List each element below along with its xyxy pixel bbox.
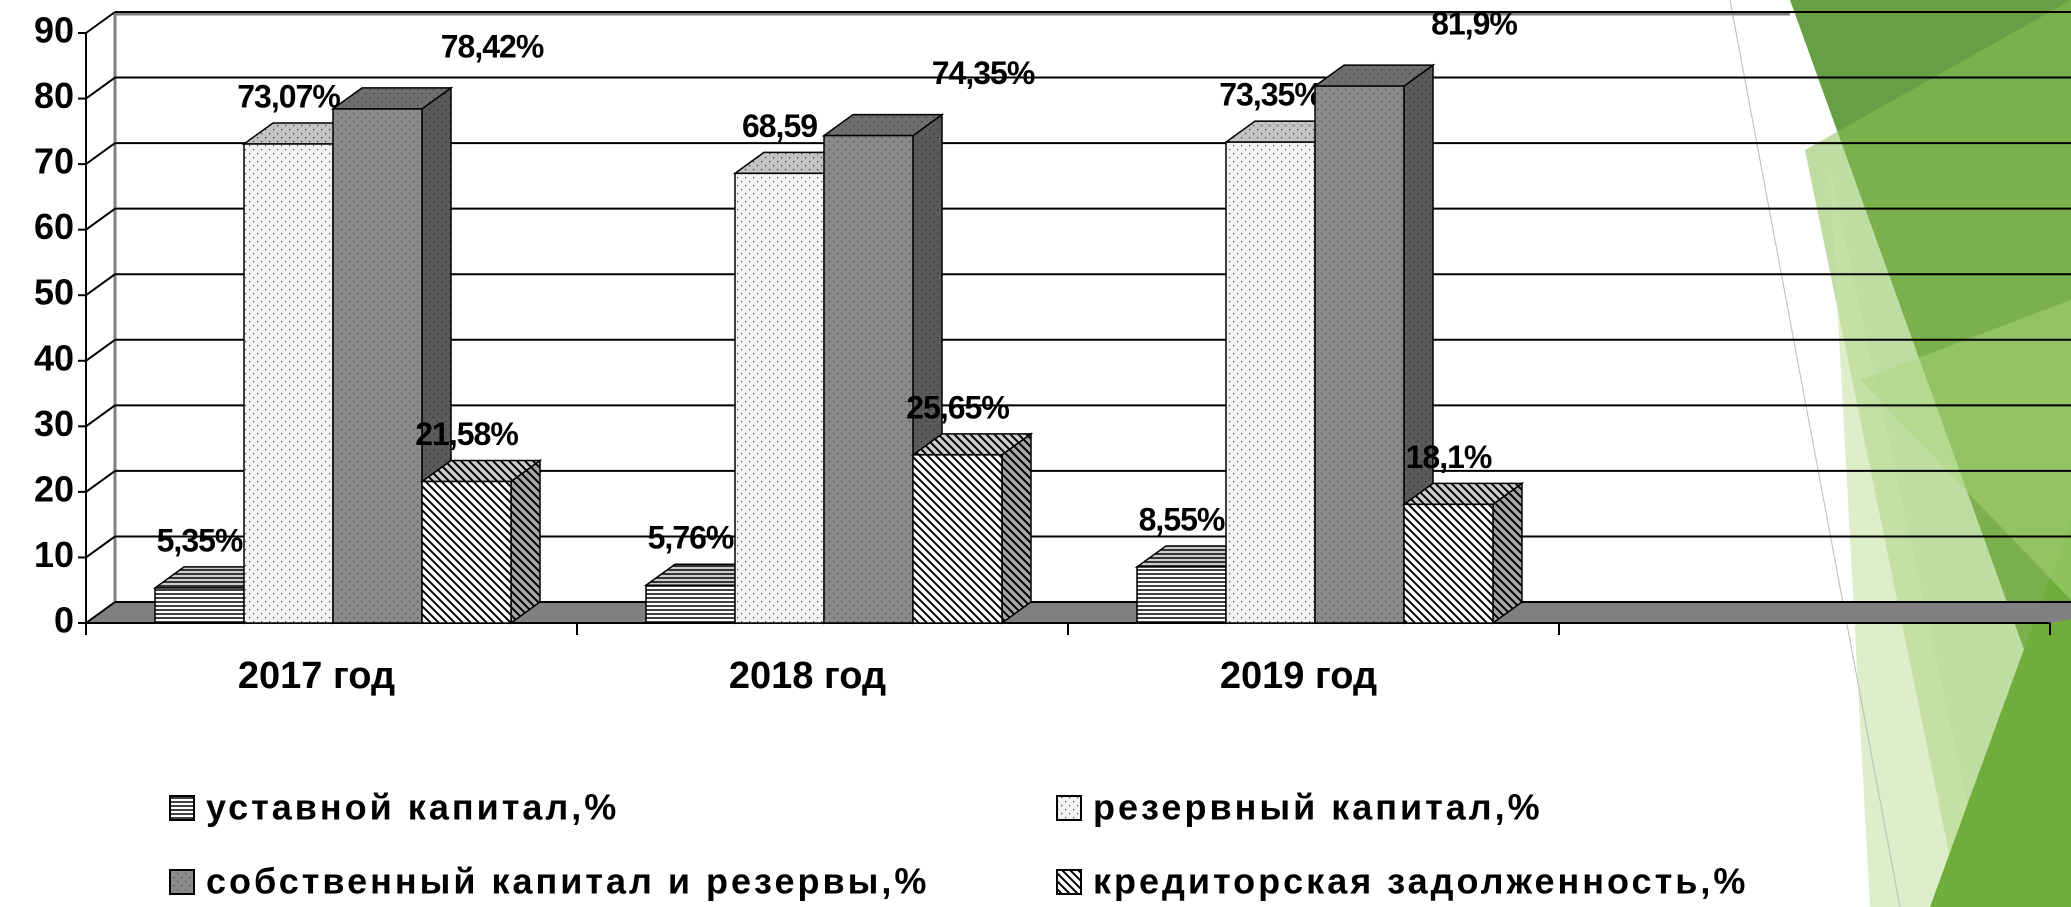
grid-line-depth	[86, 340, 115, 361]
bar	[1404, 504, 1493, 623]
value-label: 78,42%	[441, 28, 544, 64]
bar	[422, 482, 511, 623]
y-tick-label: 50	[34, 272, 74, 313]
value-label: 81,9%	[1431, 6, 1517, 42]
y-tick-label: 30	[34, 403, 74, 444]
value-label: 74,35%	[932, 55, 1035, 91]
value-label: 5,35%	[157, 522, 243, 558]
y-tick-label: 70	[34, 141, 74, 182]
bar	[824, 136, 913, 623]
grid-line-depth	[86, 12, 115, 33]
x-tick-label: 2018 год	[729, 655, 886, 697]
bar	[913, 455, 1002, 623]
grid-line-depth	[86, 405, 115, 426]
grid-line-depth	[86, 78, 115, 99]
value-label: 21,58%	[415, 416, 518, 452]
grid-line-depth	[86, 143, 115, 164]
value-label: 18,1%	[1406, 439, 1492, 475]
y-tick-label: 40	[34, 337, 74, 378]
legend-swatch	[1057, 796, 1081, 820]
value-label: 8,55%	[1139, 501, 1225, 537]
bar	[333, 109, 422, 623]
legend-label: резервный капитал,%	[1093, 787, 1543, 828]
bar	[1226, 142, 1315, 623]
bar	[735, 173, 824, 623]
y-tick-label: 60	[34, 206, 74, 247]
bar	[244, 144, 333, 623]
bar	[1137, 567, 1226, 623]
grid-line-depth	[86, 536, 115, 557]
x-tick-label: 2019 год	[1220, 655, 1377, 697]
value-label: 68,59	[742, 108, 817, 144]
value-label: 25,65%	[906, 389, 1009, 425]
y-tick-label: 80	[34, 75, 74, 116]
grid-line-depth	[86, 209, 115, 230]
bar	[155, 588, 244, 623]
bar-group	[422, 461, 540, 623]
bar-side-shade	[1493, 483, 1522, 623]
legend-swatch	[1057, 870, 1081, 894]
decoration	[1730, 0, 2071, 907]
y-tick-label: 10	[34, 534, 74, 575]
legend-label: собственный капитал и резервы,%	[206, 861, 929, 902]
legend-swatch	[170, 796, 194, 820]
y-tick-label: 90	[34, 10, 74, 51]
legend-label: кредиторская задолженность,%	[1093, 861, 1748, 902]
bar	[1315, 86, 1404, 623]
chart: 0 10 20 30 40 50 60 70 80 90 2017 год 5,35% 73,07% 78…	[0, 0, 2071, 907]
value-label: 73,07%	[237, 78, 340, 114]
value-label: 5,76%	[648, 520, 734, 556]
bar-side-shade	[511, 461, 540, 623]
bar-group	[913, 434, 1031, 623]
legend-swatch	[170, 870, 194, 894]
grid-line-depth	[86, 471, 115, 492]
bar-side-shade	[1002, 434, 1031, 623]
bar-group	[1404, 483, 1522, 623]
x-tick-label: 2017 год	[238, 655, 395, 697]
y-tick-label: 0	[54, 600, 74, 641]
bar	[646, 585, 735, 623]
grid-line-depth	[86, 274, 115, 295]
legend-label: уставной капитал,%	[206, 787, 619, 828]
y-tick-label: 20	[34, 468, 74, 509]
value-label: 73,35%	[1219, 77, 1322, 113]
